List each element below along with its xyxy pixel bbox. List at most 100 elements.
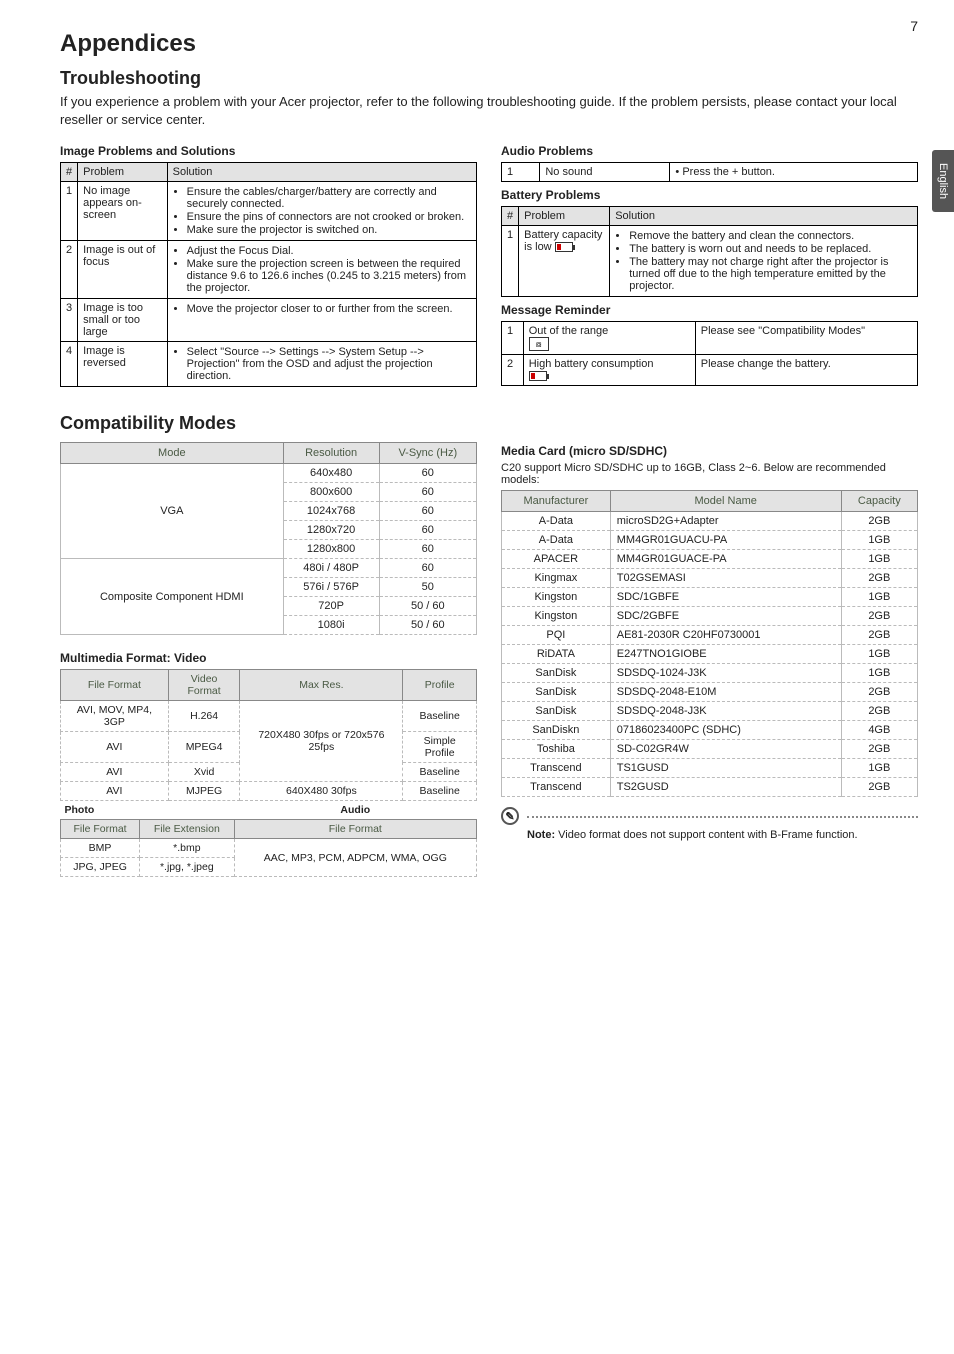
table-cell: 2 bbox=[502, 355, 524, 386]
table-cell: 1280x720 bbox=[283, 521, 379, 540]
col-num: # bbox=[61, 163, 78, 182]
list-item: The battery is worn out and needs to be … bbox=[629, 243, 912, 255]
table-cell: 1024x768 bbox=[283, 502, 379, 521]
troubleshooting-intro: If you experience a problem with your Ac… bbox=[60, 93, 918, 128]
table-cell: 2GB bbox=[841, 778, 917, 797]
pa-r1c0: JPG, JPEG bbox=[61, 858, 140, 877]
compat-h-res: Resolution bbox=[283, 443, 379, 464]
table-cell: A-Data bbox=[502, 512, 611, 531]
compat-h-mode: Mode bbox=[61, 443, 284, 464]
table-cell: 4 bbox=[61, 342, 78, 387]
col-solution: Solution bbox=[167, 163, 476, 182]
audio-n: 1 bbox=[502, 163, 540, 182]
table-cell: Transcend bbox=[502, 759, 611, 778]
battery-problems-title: Battery Problems bbox=[501, 188, 918, 202]
table-cell: Kingston bbox=[502, 607, 611, 626]
table-cell: 1280x800 bbox=[283, 540, 379, 559]
table-cell: SD-C02GR4W bbox=[610, 740, 841, 759]
table-cell: TS1GUSD bbox=[610, 759, 841, 778]
table-cell: Toshiba bbox=[502, 740, 611, 759]
table-cell: No image appears on-screen bbox=[78, 182, 167, 241]
page-number: 7 bbox=[910, 18, 918, 34]
table-cell: 60 bbox=[379, 464, 476, 483]
mm-r1c1: MPEG4 bbox=[168, 732, 240, 763]
list-item: Make sure the projector is switched on. bbox=[187, 224, 471, 236]
table-cell: 2GB bbox=[841, 740, 917, 759]
list-item: Ensure the pins of connectors are not cr… bbox=[187, 211, 471, 223]
list-item: The battery may not charge right after t… bbox=[629, 256, 912, 292]
table-cell: SanDisk bbox=[502, 664, 611, 683]
table-cell: 1GB bbox=[841, 550, 917, 569]
table-cell: 07186023400PC (SDHC) bbox=[610, 721, 841, 740]
pa-h1: File Extension bbox=[140, 820, 235, 839]
col-num2: # bbox=[502, 207, 519, 226]
table-cell: 60 bbox=[379, 521, 476, 540]
table-cell: E247TNO1GIOBE bbox=[610, 645, 841, 664]
message-table: 1Out of the range⧇Please see "Compatibil… bbox=[501, 321, 918, 386]
table-cell: PQI bbox=[502, 626, 611, 645]
mm-r2c3: Baseline bbox=[403, 763, 477, 782]
media-h1: Model Name bbox=[610, 491, 841, 512]
language-tab: English bbox=[932, 150, 954, 212]
table-cell: 60 bbox=[379, 559, 476, 578]
table-cell: 576i / 576P bbox=[283, 578, 379, 597]
table-cell: 640x480 bbox=[283, 464, 379, 483]
image-problems-table: # Problem Solution 1No image appears on-… bbox=[60, 162, 477, 387]
table-cell: Please change the battery. bbox=[695, 355, 917, 386]
table-cell: 2GB bbox=[841, 512, 917, 531]
table-cell: 2 bbox=[61, 241, 78, 299]
table-cell: 50 / 60 bbox=[379, 616, 476, 635]
table-cell: 1GB bbox=[841, 531, 917, 550]
table-cell: Image is reversed bbox=[78, 342, 167, 387]
mm-video-table: File Format Video Format Max Res. Profil… bbox=[60, 669, 477, 801]
table-cell: Adjust the Focus Dial.Make sure the proj… bbox=[167, 241, 476, 299]
image-problems-title: Image Problems and Solutions bbox=[60, 144, 477, 158]
table-cell: 720P bbox=[283, 597, 379, 616]
table-cell: SanDisk bbox=[502, 702, 611, 721]
media-table: Manufacturer Model Name Capacity A-Datam… bbox=[501, 490, 918, 797]
note-row: ✎ bbox=[501, 807, 918, 825]
table-cell: 1GB bbox=[841, 588, 917, 607]
table-cell: 2GB bbox=[841, 702, 917, 721]
table-cell: 1GB bbox=[841, 645, 917, 664]
media-intro: C20 support Micro SD/SDHC up to 16GB, Cl… bbox=[501, 462, 918, 486]
mm-r0c0: AVI, MOV, MP4, 3GP bbox=[61, 701, 169, 732]
note-text: Note: Video format does not support cont… bbox=[527, 829, 918, 841]
battery-low-icon bbox=[555, 242, 573, 252]
audio-table: 1 No sound • Press the + button. bbox=[501, 162, 918, 182]
mm-r3c3: Baseline bbox=[403, 782, 477, 801]
list-item: Remove the battery and clean the connect… bbox=[629, 230, 912, 242]
mm-h-ff: File Format bbox=[61, 670, 169, 701]
table-cell: 60 bbox=[379, 540, 476, 559]
table-cell: TS2GUSD bbox=[610, 778, 841, 797]
mm-h-vf: Video Format bbox=[168, 670, 240, 701]
table-cell: 2GB bbox=[841, 569, 917, 588]
list-item: Move the projector closer to or further … bbox=[187, 303, 471, 315]
mm-r3c1: MJPEG bbox=[168, 782, 240, 801]
batt-n: 1 bbox=[502, 226, 519, 297]
table-cell: RiDATA bbox=[502, 645, 611, 664]
table-cell: Please see "Compatibility Modes" bbox=[695, 322, 917, 355]
batt-p: Battery capacity is low bbox=[519, 226, 610, 297]
pa-r1c1: *.jpg, *.jpeg bbox=[140, 858, 235, 877]
audio-label: Audio bbox=[234, 801, 476, 820]
table-cell: SDC/1GBFE bbox=[610, 588, 841, 607]
table-cell: 50 / 60 bbox=[379, 597, 476, 616]
table-cell: 1080i bbox=[283, 616, 379, 635]
heading-troubleshooting: Troubleshooting bbox=[60, 68, 918, 89]
table-cell: APACER bbox=[502, 550, 611, 569]
mm-h-mr: Max Res. bbox=[240, 670, 403, 701]
pa-r0c0: BMP bbox=[61, 839, 140, 858]
table-cell: Transcend bbox=[502, 778, 611, 797]
table-cell: 2GB bbox=[841, 683, 917, 702]
media-heading: Media Card (micro SD/SDHC) bbox=[501, 444, 918, 458]
mm-r0c1: H.264 bbox=[168, 701, 240, 732]
table-cell: SDC/2GBFE bbox=[610, 607, 841, 626]
table-cell: Kingmax bbox=[502, 569, 611, 588]
table-cell: SDSDQ-2048-E10M bbox=[610, 683, 841, 702]
list-item: Adjust the Focus Dial. bbox=[187, 245, 471, 257]
table-cell: AE81-2030R C20HF0730001 bbox=[610, 626, 841, 645]
mm-r3c0: AVI bbox=[61, 782, 169, 801]
battery-consumption-icon bbox=[529, 371, 547, 381]
pa-audio-merged: AAC, MP3, PCM, ADPCM, WMA, OGG bbox=[234, 839, 476, 877]
